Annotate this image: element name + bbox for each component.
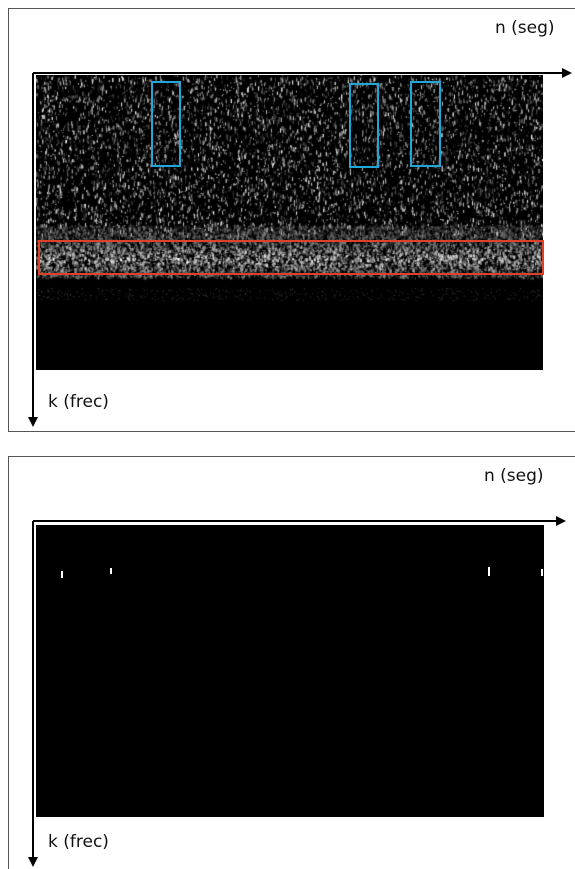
detection-mark-3: [488, 567, 490, 576]
bottom-y-axis-label: k (frec): [48, 832, 109, 852]
top-spectrogram-noise: [36, 75, 543, 370]
highlight-column-1: [151, 81, 181, 167]
highlight-band: [38, 240, 544, 275]
detection-mark-2: [110, 568, 112, 574]
bottom-x-axis-label: n (seg): [484, 466, 544, 486]
detection-mark-1: [61, 571, 63, 578]
detection-mark-4: [541, 569, 543, 576]
bottom-spectrogram: [36, 525, 544, 817]
top-y-axis-label: k (frec): [48, 392, 109, 412]
top-x-axis-label: n (seg): [495, 18, 555, 38]
highlight-column-2: [349, 83, 379, 168]
highlight-column-3: [410, 81, 441, 167]
top-spectrogram: [36, 75, 543, 370]
